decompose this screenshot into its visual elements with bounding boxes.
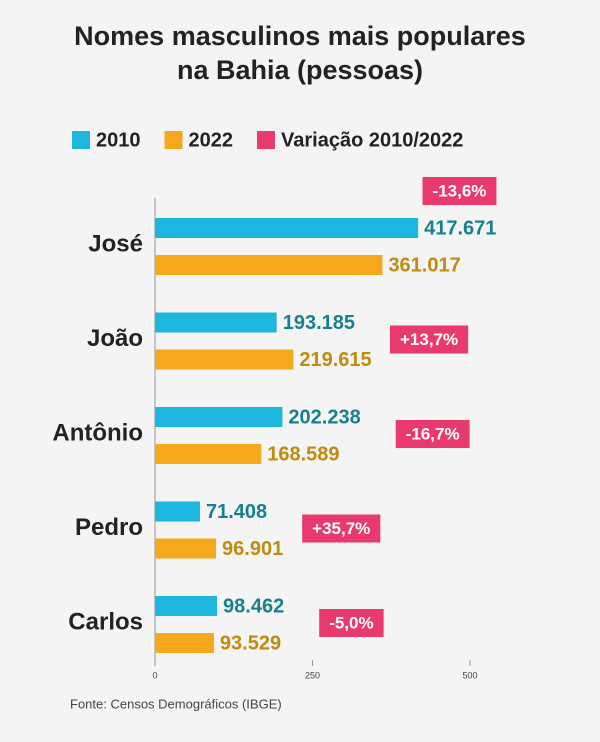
legend-label: Variação 2010/2022 [281,129,463,151]
value-label: 361.017 [388,254,460,276]
value-label: 202.238 [288,406,360,428]
legend-label: 2022 [189,129,234,151]
value-label: 96.901 [222,538,283,560]
chart-title: na Bahia (pessoas) [177,55,423,85]
value-label: 417.671 [424,217,496,239]
bar [155,501,200,522]
variation-label: -13,6% [433,181,487,200]
x-tick-label: 0 [152,670,157,680]
bar [155,218,419,238]
value-label: 93.529 [220,632,281,654]
category-label: João [87,325,143,352]
bar [155,349,294,370]
category-label: Pedro [75,514,143,541]
bar [155,633,214,653]
legend-swatch [257,131,275,149]
source: Fonte: Censos Demográficos (IBGE) [70,696,282,711]
variation-badge [422,177,497,205]
variation-badge [390,325,469,354]
legend-swatch [164,131,183,149]
value-label: 193.185 [283,312,355,334]
bar [155,312,277,333]
bar [155,538,217,559]
variation-badge [302,514,381,543]
x-tick-label: 250 [305,670,320,680]
bar [155,255,383,275]
variation-label: +35,7% [312,519,370,538]
value-label: 219.615 [299,349,371,371]
category-label: José [88,230,143,257]
bar [155,596,218,616]
bar [155,444,262,464]
bar [155,407,283,427]
variation-label: -16,7% [406,424,460,443]
x-tick-label: 500 [462,670,477,680]
category-label: Antônio [52,419,143,446]
legend-label: 2010 [96,129,141,151]
variation-badge [395,420,470,448]
value-label: 98.462 [223,595,284,617]
variation-label: -5,0% [329,613,373,632]
category-label: Carlos [68,608,143,635]
variation-badge [319,609,384,637]
legend-swatch [72,131,90,149]
value-label: 71.408 [206,501,267,523]
variation-label: +13,7% [400,330,458,349]
chart-title: Nomes masculinos mais populares [74,21,526,51]
value-label: 168.589 [267,443,339,465]
